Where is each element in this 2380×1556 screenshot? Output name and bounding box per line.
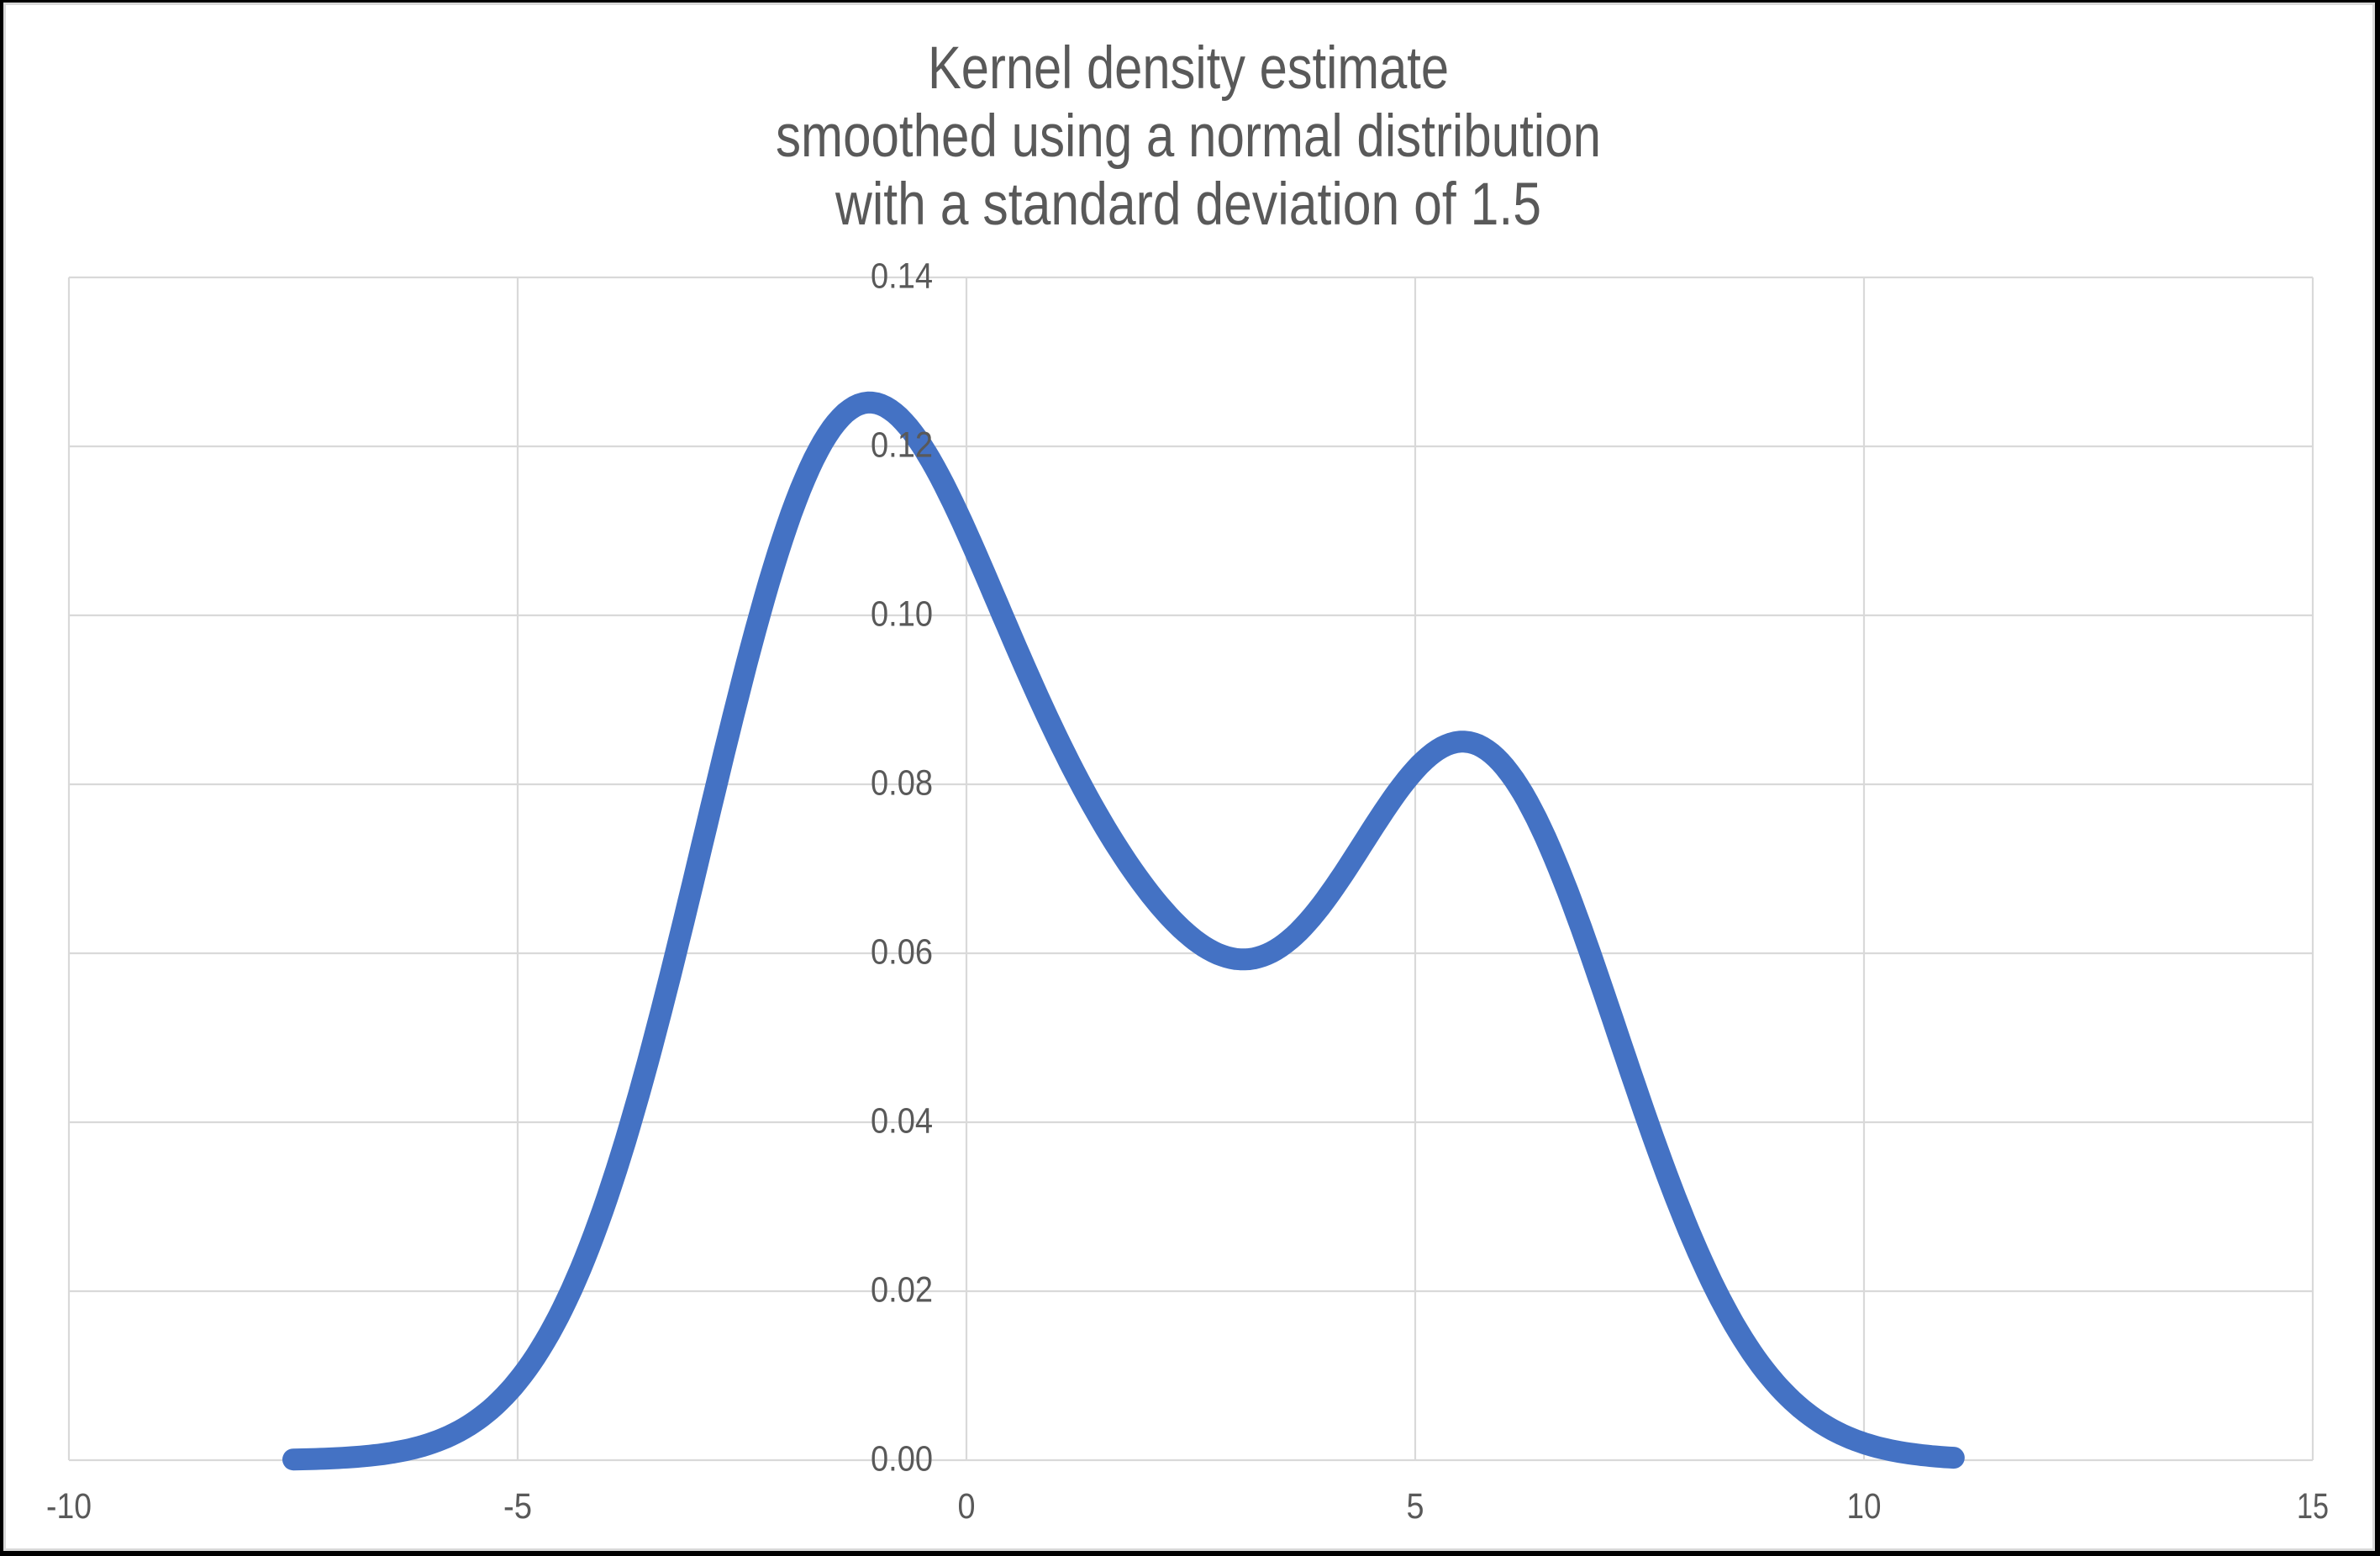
svg-text:0.10: 0.10 bbox=[871, 594, 933, 635]
svg-text:with a standard deviation of 1: with a standard deviation of 1.5 bbox=[835, 171, 1541, 238]
svg-text:Kernel density estimate: Kernel density estimate bbox=[928, 35, 1449, 102]
svg-text:10: 10 bbox=[1847, 1486, 1882, 1527]
svg-text:15: 15 bbox=[2297, 1486, 2329, 1527]
svg-text:-5: -5 bbox=[503, 1486, 532, 1527]
svg-text:-10: -10 bbox=[46, 1486, 92, 1527]
svg-text:0.12: 0.12 bbox=[871, 425, 933, 466]
svg-text:0.00: 0.00 bbox=[871, 1439, 933, 1480]
svg-text:0.08: 0.08 bbox=[871, 763, 933, 804]
svg-text:5: 5 bbox=[1407, 1486, 1424, 1527]
svg-text:0.14: 0.14 bbox=[871, 256, 933, 297]
svg-text:0.04: 0.04 bbox=[871, 1101, 933, 1142]
svg-text:0.02: 0.02 bbox=[871, 1270, 933, 1311]
svg-text:0: 0 bbox=[958, 1486, 976, 1527]
svg-text:0.06: 0.06 bbox=[871, 932, 933, 973]
svg-text:smoothed using a normal distri: smoothed using a normal distribution bbox=[776, 103, 1601, 170]
